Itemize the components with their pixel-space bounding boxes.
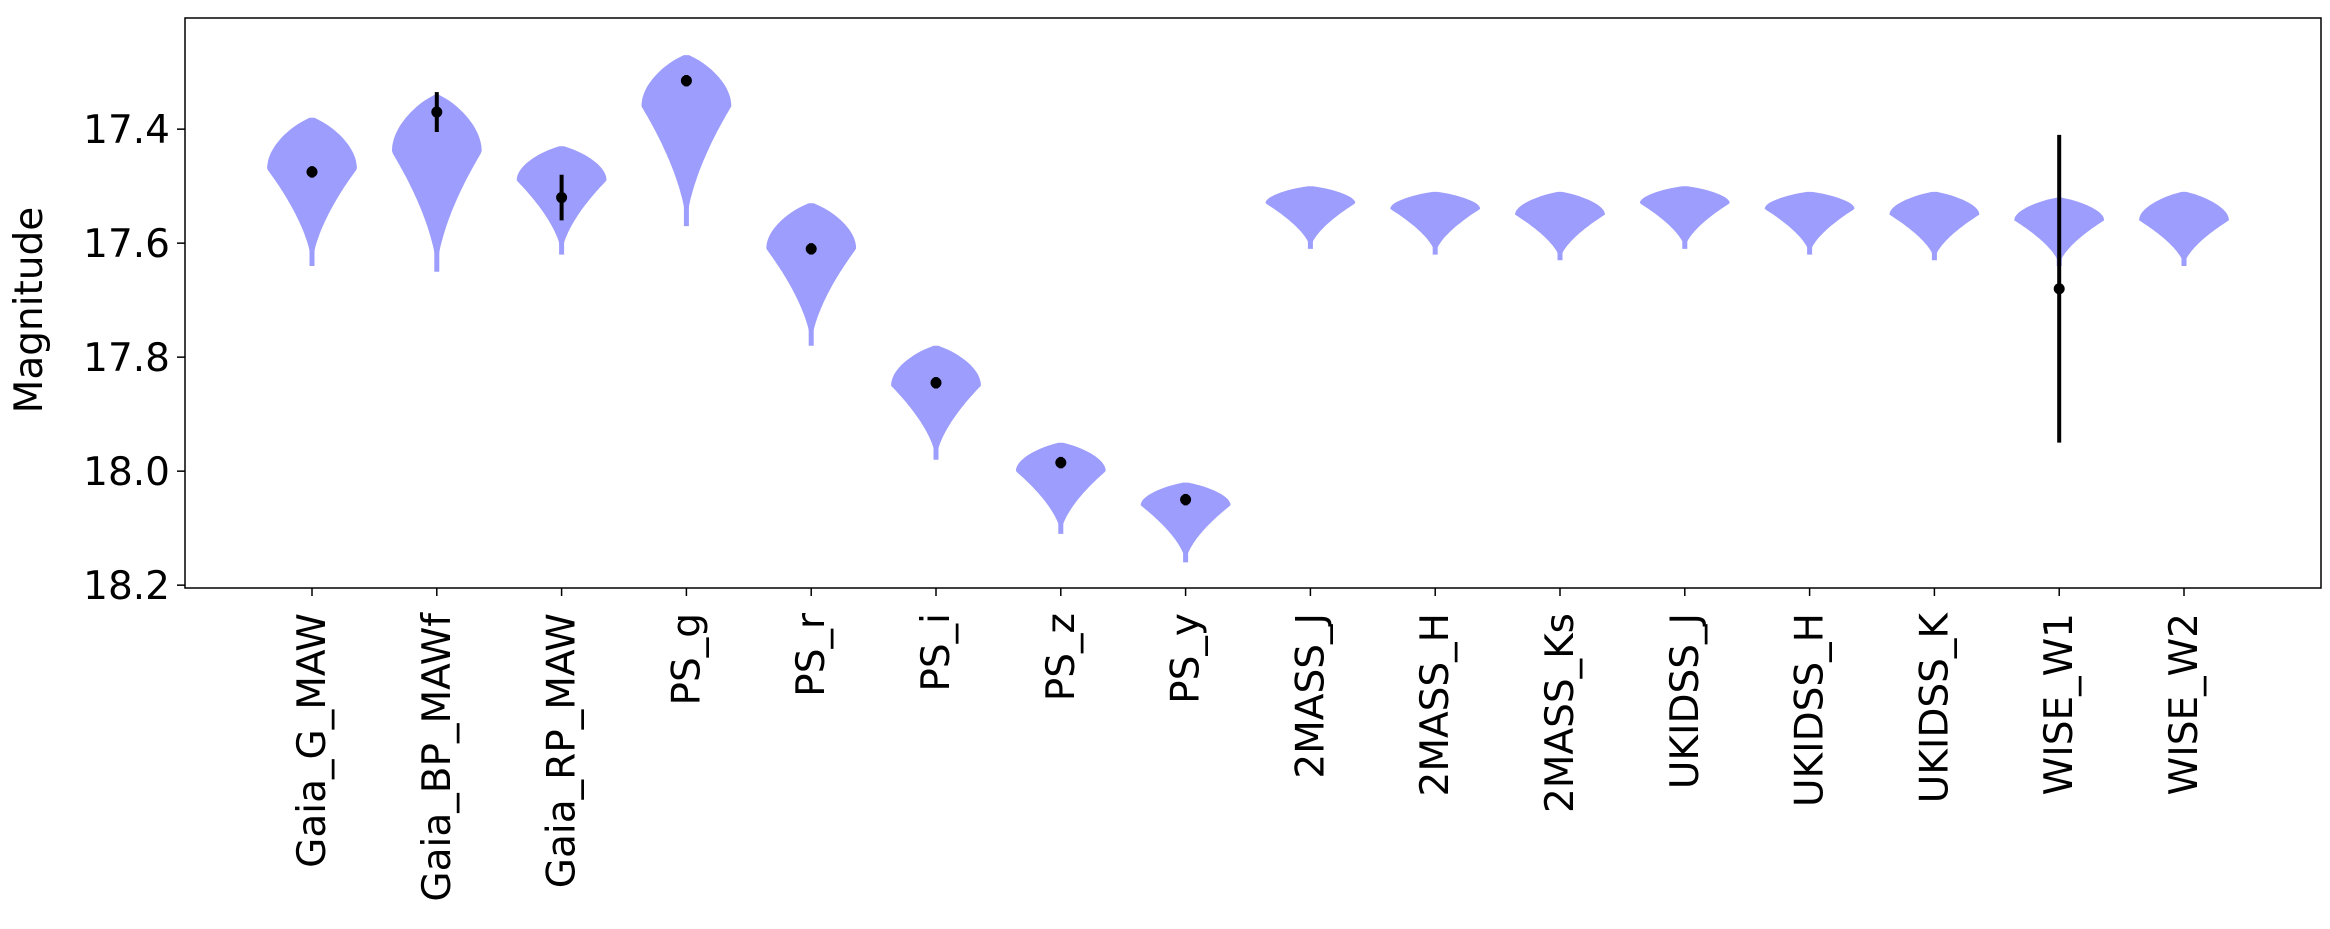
x-tick-label: 2MASS_J	[1288, 613, 1333, 779]
x-tick-label: UKIDSS_K	[1912, 612, 1957, 804]
violin-UKIDSS_K	[1889, 191, 1980, 261]
observed-point	[306, 166, 318, 178]
violin-2MASS_J	[1265, 186, 1356, 249]
x-tick-label: PS_r	[789, 612, 834, 697]
violin-PS_r	[766, 203, 857, 346]
observed-point	[1180, 494, 1192, 506]
violin-WISE_W2	[2139, 191, 2229, 266]
observed-point	[1055, 457, 1067, 469]
observed-point	[431, 106, 443, 118]
y-axis: 17.4 17.6 17.8 18.0 18.2	[83, 108, 185, 609]
x-tick-label: UKIDSS_J	[1663, 613, 1708, 789]
violin-UKIDSS_J	[1639, 186, 1730, 249]
x-tick-label: PS_z	[1039, 613, 1084, 701]
x-tick-label: WISE_W1	[2037, 613, 2082, 795]
violin-2MASS_H	[1390, 191, 1481, 255]
violin-PS_y	[1140, 482, 1231, 563]
y-tick-label: 18.2	[83, 564, 170, 609]
x-tick-label: PS_y	[1164, 613, 1209, 704]
y-axis-label: Magnitude	[7, 207, 52, 414]
y-tick-label: 17.6	[83, 222, 170, 267]
violin-PS_g	[641, 55, 732, 227]
violin-2MASS_Ks	[1515, 191, 1605, 261]
y-tick-label: 17.4	[83, 108, 170, 153]
observed-point	[2053, 283, 2065, 295]
x-tick-label: WISE_W2	[2162, 613, 2207, 795]
x-tick-label: Gaia_BP_MAWf	[415, 612, 460, 902]
x-tick-label: 2MASS_H	[1413, 613, 1458, 796]
x-tick-label: Gaia_RP_MAW	[540, 613, 585, 888]
violin-Gaia_BP_MAWf	[391, 95, 482, 272]
observed-point	[805, 243, 817, 255]
violin-UKIDSS_H	[1764, 191, 1855, 255]
x-tick-label: UKIDSS_H	[1788, 613, 1833, 807]
x-tick-label: PS_i	[914, 613, 959, 692]
observed-point	[930, 377, 942, 389]
x-tick-label: Gaia_G_MAW	[290, 613, 335, 868]
x-tick-label: PS_g	[664, 613, 709, 706]
plot-area	[267, 55, 2229, 563]
observed-point	[680, 75, 692, 87]
violin-Gaia_G_MAW	[267, 117, 357, 266]
x-tick-label: 2MASS_Ks	[1538, 613, 1583, 813]
y-tick-label: 18.0	[83, 450, 170, 495]
violin-PS_i	[891, 345, 981, 460]
violin-PS_z	[1015, 442, 1106, 534]
x-axis: Gaia_G_MAW Gaia_BP_MAWf Gaia_RP_MAW PS_g PS_…	[290, 588, 2207, 902]
y-tick-label: 17.8	[83, 336, 170, 381]
plot-frame	[184, 17, 2322, 589]
observed-point	[556, 192, 568, 204]
